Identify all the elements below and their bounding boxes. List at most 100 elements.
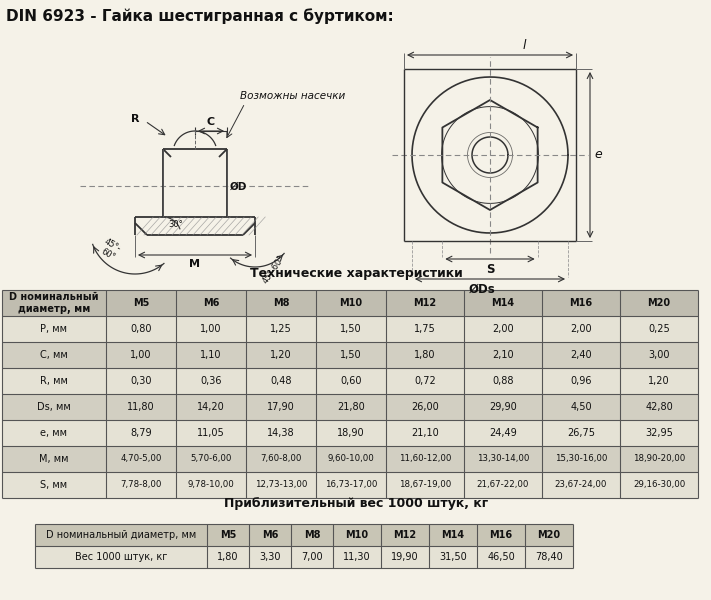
Text: Ds, мм: Ds, мм <box>37 402 71 412</box>
Text: М6: М6 <box>262 530 278 540</box>
Text: М5: М5 <box>220 530 236 540</box>
Text: М, мм: М, мм <box>39 454 69 464</box>
Text: 3,30: 3,30 <box>260 552 281 562</box>
Text: 0,48: 0,48 <box>270 376 292 386</box>
Text: 21,10: 21,10 <box>411 428 439 438</box>
Text: 42,80: 42,80 <box>645 402 673 412</box>
Text: 18,67-19,00: 18,67-19,00 <box>399 481 451 490</box>
Text: 12,73-13,00: 12,73-13,00 <box>255 481 307 490</box>
Text: 2,00: 2,00 <box>570 324 592 334</box>
Bar <box>2 420 698 446</box>
Text: ØD: ØD <box>230 181 247 191</box>
Text: М20: М20 <box>538 530 560 540</box>
Text: М20: М20 <box>648 298 670 308</box>
Text: R, мм: R, мм <box>40 376 68 386</box>
Text: 0,96: 0,96 <box>570 376 592 386</box>
Text: 4,50: 4,50 <box>570 402 592 412</box>
Bar <box>2 290 698 316</box>
Text: 5,70-6,00: 5,70-6,00 <box>191 455 232 463</box>
Text: 31,50: 31,50 <box>439 552 467 562</box>
Text: 1,80: 1,80 <box>415 350 436 360</box>
Text: 21,67-22,00: 21,67-22,00 <box>477 481 529 490</box>
Text: 11,60-12,00: 11,60-12,00 <box>399 455 451 463</box>
Text: D номинальный
диаметр, мм: D номинальный диаметр, мм <box>9 292 99 314</box>
Text: Приблизительный вес 1000 штук, кг: Приблизительный вес 1000 штук, кг <box>224 497 488 510</box>
Text: Вес 1000 штук, кг: Вес 1000 штук, кг <box>75 552 167 562</box>
Text: 0,80: 0,80 <box>130 324 151 334</box>
Text: 9,60-10,00: 9,60-10,00 <box>328 455 375 463</box>
Text: М12: М12 <box>393 530 417 540</box>
Text: 0,60: 0,60 <box>341 376 362 386</box>
Text: М10: М10 <box>346 530 368 540</box>
Text: 45°-
60°: 45°- 60° <box>98 237 123 263</box>
Text: М6: М6 <box>203 298 219 308</box>
Text: 14,20: 14,20 <box>197 402 225 412</box>
Text: 8,79: 8,79 <box>130 428 152 438</box>
Text: М12: М12 <box>413 298 437 308</box>
Text: D номинальный диаметр, мм: D номинальный диаметр, мм <box>46 530 196 540</box>
Text: 19,90: 19,90 <box>391 552 419 562</box>
Text: 9,78-10,00: 9,78-10,00 <box>188 481 235 490</box>
Bar <box>35 524 573 546</box>
Text: 1,20: 1,20 <box>270 350 292 360</box>
Text: C: C <box>207 117 215 127</box>
Text: М8: М8 <box>273 298 289 308</box>
Text: 1,00: 1,00 <box>201 324 222 334</box>
Bar <box>2 472 698 498</box>
Text: R: R <box>131 114 139 124</box>
Text: 45°-60°: 45°-60° <box>261 253 287 284</box>
Text: 1,50: 1,50 <box>340 324 362 334</box>
Bar <box>2 342 698 368</box>
Text: 13,30-14,00: 13,30-14,00 <box>477 455 529 463</box>
Text: 32,95: 32,95 <box>645 428 673 438</box>
Text: l: l <box>523 39 526 52</box>
Text: S: S <box>486 263 494 276</box>
Text: 2,00: 2,00 <box>492 324 514 334</box>
Text: ØDs: ØDs <box>469 283 496 296</box>
Bar <box>2 316 698 342</box>
Text: 0,25: 0,25 <box>648 324 670 334</box>
Text: М14: М14 <box>442 530 464 540</box>
Text: 21,80: 21,80 <box>337 402 365 412</box>
Text: 26,75: 26,75 <box>567 428 595 438</box>
Text: DIN 6923 - Гайка шестигранная с буртиком:: DIN 6923 - Гайка шестигранная с буртиком… <box>6 8 394 24</box>
Text: 18,90: 18,90 <box>337 428 365 438</box>
Bar <box>2 368 698 394</box>
Text: М5: М5 <box>133 298 149 308</box>
Text: 29,90: 29,90 <box>489 402 517 412</box>
Text: 16,73-17,00: 16,73-17,00 <box>325 481 378 490</box>
Text: 1,20: 1,20 <box>648 376 670 386</box>
Text: 0,88: 0,88 <box>492 376 514 386</box>
Text: S, мм: S, мм <box>41 480 68 490</box>
Text: С, мм: С, мм <box>40 350 68 360</box>
Text: 11,30: 11,30 <box>343 552 371 562</box>
Text: 11,05: 11,05 <box>197 428 225 438</box>
Text: 7,78-8,00: 7,78-8,00 <box>120 481 161 490</box>
Text: 0,72: 0,72 <box>414 376 436 386</box>
Text: e, мм: e, мм <box>41 428 68 438</box>
Text: 78,40: 78,40 <box>535 552 563 562</box>
Text: М10: М10 <box>339 298 363 308</box>
Text: Р, мм: Р, мм <box>41 324 68 334</box>
Text: 1,10: 1,10 <box>201 350 222 360</box>
Text: M: M <box>190 259 201 269</box>
Text: 30°: 30° <box>168 220 183 229</box>
Bar <box>2 446 698 472</box>
Text: 2,40: 2,40 <box>570 350 592 360</box>
Text: 1,75: 1,75 <box>414 324 436 334</box>
Text: 1,00: 1,00 <box>130 350 151 360</box>
Text: М14: М14 <box>491 298 515 308</box>
Text: 23,67-24,00: 23,67-24,00 <box>555 481 607 490</box>
Text: 1,25: 1,25 <box>270 324 292 334</box>
Text: e: e <box>594 148 602 161</box>
Text: 2,10: 2,10 <box>492 350 514 360</box>
Text: 24,49: 24,49 <box>489 428 517 438</box>
Text: 7,00: 7,00 <box>301 552 323 562</box>
Text: М8: М8 <box>304 530 320 540</box>
Text: 14,38: 14,38 <box>267 428 295 438</box>
Text: 3,00: 3,00 <box>648 350 670 360</box>
Text: Технические характеристики: Технические характеристики <box>250 267 462 280</box>
Text: 17,90: 17,90 <box>267 402 295 412</box>
Text: 18,90-20,00: 18,90-20,00 <box>633 455 685 463</box>
Bar <box>35 546 573 568</box>
